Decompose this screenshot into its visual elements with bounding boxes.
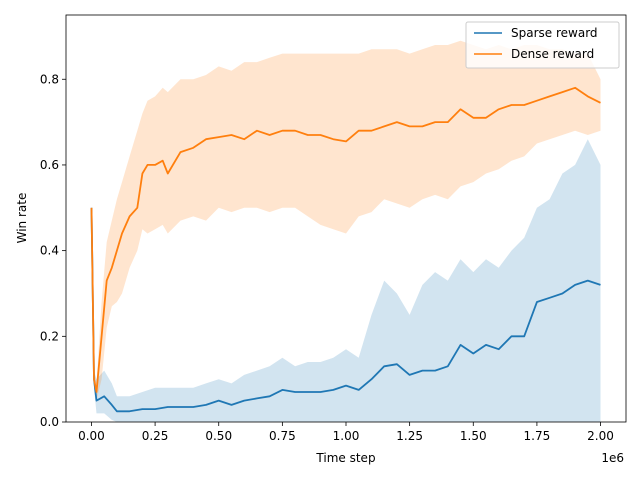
y-axis-ticks: 0.0 0.2 0.4 0.6 0.8 [40, 72, 66, 429]
x-tick-label: 0.50 [205, 429, 232, 443]
x-tick-label: 0.25 [142, 429, 169, 443]
x-tick-label: 1.75 [524, 429, 551, 443]
x-tick-label: 1.25 [396, 429, 423, 443]
x-tick-label: 1.00 [333, 429, 360, 443]
series-line-0 [90, 207, 601, 413]
x-axis-label: Time step [315, 451, 375, 465]
legend-box [465, 21, 620, 69]
confidence-bands [91, 40, 601, 422]
y-tick-label: 0.8 [40, 72, 59, 86]
x-tick-label: 0.75 [269, 429, 296, 443]
legend-label-dense: Dense reward [511, 47, 594, 61]
legend: Sparse reward Dense reward [465, 21, 620, 69]
x-tick-label: 2.00 [587, 429, 614, 443]
y-tick-label: 0.2 [40, 329, 59, 343]
y-tick-label: 0.0 [40, 415, 59, 429]
x-tick-label: 0.00 [78, 429, 105, 443]
series-line-1 [90, 86, 601, 393]
series-lines [90, 86, 601, 413]
band-0 [91, 139, 601, 422]
x-axis-ticks: 0.00 0.25 0.50 0.75 1.00 1.25 1.50 1.75 2.00 [78, 422, 614, 443]
x-tick-label: 1.50 [460, 429, 487, 443]
legend-label-sparse: Sparse reward [511, 26, 598, 40]
x-axis-offset-label: 1e6 [601, 451, 624, 465]
band-1 [91, 40, 601, 401]
y-axis-label: Win rate [15, 193, 29, 244]
y-tick-label: 0.6 [40, 158, 59, 172]
y-tick-label: 0.4 [40, 244, 59, 258]
